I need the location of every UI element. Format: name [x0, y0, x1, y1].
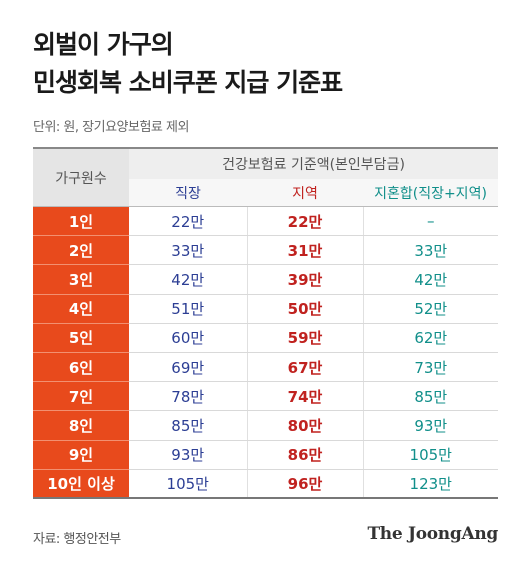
cell-jikjang: 42만 — [129, 264, 248, 295]
title-line-2: 민생회복 소비쿠폰 지급 기준표 — [33, 68, 343, 97]
cell-jiyeok: 50만 — [247, 294, 364, 324]
table-row: 9인 93만 86만 105만 — [33, 440, 499, 470]
cell-jikjang: 78만 — [129, 381, 248, 412]
row-label: 7인 — [33, 381, 129, 412]
criteria-table-wrapper: 가구원수 건강보험료 기준액(본인부담금) 직장 지역 지혼합(직장+지역) 1… — [33, 147, 499, 500]
cell-mixed: 85만 — [363, 381, 499, 412]
subheader-jikjang: 직장 — [129, 179, 247, 207]
cell-jiyeok: 86만 — [247, 440, 364, 470]
row-label: 6인 — [33, 352, 129, 383]
table-row: 1인 22만 22만 – — [33, 206, 499, 237]
unit-note: 단위: 원, 장기요양보험료 제외 — [33, 120, 189, 135]
table-row: 7인 78만 74만 85만 — [33, 381, 499, 412]
brand-logo: The JoongAng — [367, 524, 498, 544]
cell-mixed: 93만 — [363, 410, 499, 441]
cell-mixed: 42만 — [363, 264, 499, 295]
cell-mixed: 123만 — [363, 469, 499, 500]
premium-group-header: 건강보험료 기준액(본인부담금) — [129, 147, 499, 179]
row-label: 1인 — [33, 206, 129, 237]
cell-jiyeok: 59만 — [247, 323, 364, 353]
row-label: 9인 — [33, 440, 129, 470]
cell-mixed: 73만 — [363, 352, 499, 383]
table-row: 3인 42만 39만 42만 — [33, 264, 499, 295]
cell-jikjang: 22만 — [129, 206, 248, 237]
cell-jikjang: 105만 — [129, 469, 248, 500]
cell-jikjang: 93만 — [129, 440, 248, 470]
table-row: 6인 69만 67만 73만 — [33, 352, 499, 383]
row-label: 10인 이상 — [33, 469, 129, 500]
table-row: 5인 60만 59만 62만 — [33, 323, 499, 353]
title-line-1: 외벌이 가구의 — [33, 30, 174, 59]
cell-jiyeok: 31만 — [247, 235, 364, 266]
cell-mixed: 62만 — [363, 323, 499, 353]
row-label: 2인 — [33, 235, 129, 266]
household-size-header: 가구원수 — [33, 147, 129, 207]
cell-jiyeok: 22만 — [247, 206, 364, 237]
row-label: 3인 — [33, 264, 129, 295]
row-label: 4인 — [33, 294, 129, 324]
cell-mixed: 33만 — [363, 235, 499, 266]
subheader-jiyeok: 지역 — [247, 179, 363, 207]
cell-jiyeok: 39만 — [247, 264, 364, 295]
page-title: 외벌이 가구의 민생회복 소비쿠폰 지급 기준표 — [33, 26, 343, 102]
table-row: 2인 33만 31만 33만 — [33, 235, 499, 266]
table-row: 8인 85만 80만 93만 — [33, 410, 499, 441]
cell-jikjang: 60만 — [129, 323, 248, 353]
row-label: 5인 — [33, 323, 129, 353]
cell-jiyeok: 74만 — [247, 381, 364, 412]
subheader-mixed: 지혼합(직장+지역) — [363, 179, 499, 207]
cell-mixed: 105만 — [363, 440, 499, 470]
cell-jiyeok: 96만 — [247, 469, 364, 500]
cell-mixed: 52만 — [363, 294, 499, 324]
cell-jikjang: 85만 — [129, 410, 248, 441]
cell-mixed: – — [363, 206, 499, 237]
cell-jiyeok: 67만 — [247, 352, 364, 383]
table-body: 1인 22만 22만 – 2인 33만 31만 33만 3인 42만 39만 4… — [33, 206, 499, 500]
table-row: 4인 51만 50만 52만 — [33, 294, 499, 324]
source-note: 자료: 행정안전부 — [33, 532, 121, 547]
cell-jikjang: 51만 — [129, 294, 248, 324]
criteria-table: 가구원수 건강보험료 기준액(본인부담금) 직장 지역 지혼합(직장+지역) 1… — [33, 147, 499, 500]
table-row: 10인 이상 105만 96만 123만 — [33, 469, 499, 500]
cell-jikjang: 69만 — [129, 352, 248, 383]
row-label: 8인 — [33, 410, 129, 441]
cell-jiyeok: 80만 — [247, 410, 364, 441]
cell-jikjang: 33만 — [129, 235, 248, 266]
